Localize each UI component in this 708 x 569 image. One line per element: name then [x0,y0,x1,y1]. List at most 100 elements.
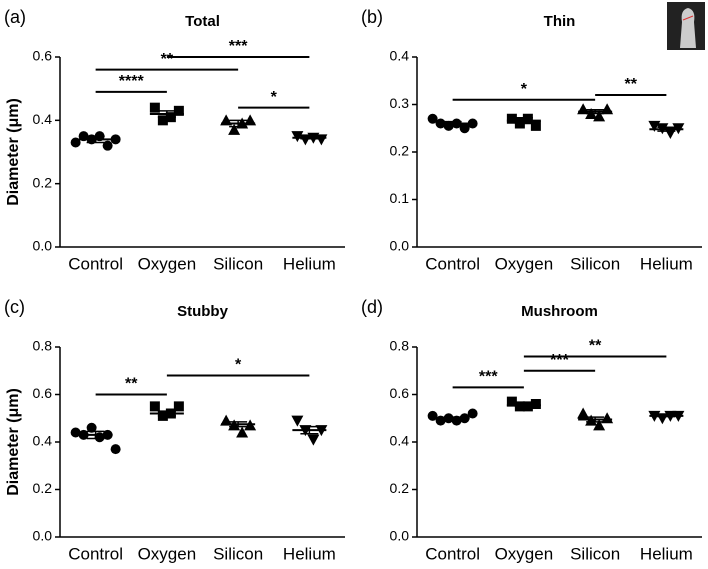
data-point [593,110,606,122]
x-tick-label: Helium [640,254,693,273]
significance-label: * [235,357,242,374]
chart-title: Mushroom [521,303,598,320]
error-bar [157,110,176,118]
data-point [522,113,533,124]
significance-label: ** [125,376,138,393]
data-point [577,407,590,419]
significance-label: *** [479,369,498,386]
x-tick-label: Silicon [213,544,263,563]
x-tick-label: Helium [283,254,336,273]
data-point [315,134,328,146]
error-bar [657,414,676,418]
data-point [110,134,121,145]
data-point [86,422,97,433]
x-tick-label: Control [68,544,123,563]
x-tick-label: Oxygen [138,544,197,563]
data-point [459,123,470,134]
error-bar [586,108,605,115]
error-bar [229,421,248,428]
y-tick-label: 0.4 [390,433,410,449]
y-tick-label: 0.0 [33,238,53,254]
y-tick-label: 0.2 [33,174,53,190]
y-tick-label: 0.0 [390,238,410,254]
panel-label: (a) [4,7,26,27]
x-tick-label: Silicon [570,254,620,273]
data-point [173,401,184,412]
y-tick-label: 0.3 [390,95,410,111]
inset-spine [680,8,696,48]
x-tick-label: Oxygen [495,544,554,563]
error-bar [657,126,676,132]
error-bar [86,135,105,144]
inset-image [667,2,705,50]
x-tick-label: Helium [283,544,336,563]
y-axis-label: Diameter (μm) [5,388,22,496]
significance-label: ** [589,338,602,355]
panel-label: (c) [4,297,25,317]
y-tick-label: 0.0 [33,528,53,544]
data-point [506,396,517,407]
y-tick-label: 0.6 [33,48,53,64]
error-bar [514,403,533,408]
significance-label: * [271,89,278,106]
y-tick-label: 0.8 [390,338,410,354]
data-point [467,408,478,419]
chart-title: Total [185,13,220,30]
data-point [70,137,81,148]
error-bar [229,119,248,128]
x-tick-label: Control [425,544,480,563]
data-point [427,113,438,124]
significance-label: ** [161,51,174,68]
data-point [157,115,168,126]
data-point [236,426,249,438]
error-bar [514,117,533,125]
error-bar [157,410,176,417]
error-bar [443,416,462,421]
x-tick-label: Control [425,254,480,273]
chart-title: Thin [544,13,576,30]
x-tick-label: Silicon [213,254,263,273]
y-tick-label: 0.2 [390,480,410,496]
data-point [467,118,478,129]
panel-label: (b) [361,7,383,27]
y-tick-label: 0.4 [33,111,53,127]
data-point [149,102,160,113]
y-axis-label: Diameter (μm) [5,98,22,206]
y-tick-label: 0.0 [390,528,410,544]
significance-label: **** [119,73,145,90]
data-point [149,401,160,412]
significance-label: * [521,81,528,98]
chart-title: Stubby [177,303,228,320]
y-tick-label: 0.4 [33,433,53,449]
y-tick-label: 0.1 [390,190,410,206]
significance-label: ** [625,76,638,93]
data-point [601,412,614,424]
x-tick-label: Silicon [570,544,620,563]
panel-label: (d) [361,297,383,317]
data-point [228,123,241,135]
data-point [110,444,121,455]
error-bar [586,416,605,423]
error-bar [443,120,462,127]
data-point [220,414,233,426]
data-point [530,399,541,409]
data-point [307,434,320,446]
data-point [427,410,438,421]
significance-label: *** [229,38,248,55]
data-point [173,105,184,116]
y-tick-label: 0.4 [390,48,410,64]
data-point [506,113,517,124]
data-point [291,131,304,143]
error-bar [300,425,319,435]
data-point [593,419,606,431]
y-tick-label: 0.8 [33,338,53,354]
error-bar [86,430,105,440]
data-point [530,120,541,131]
error-bar [300,136,319,140]
x-tick-label: Oxygen [495,254,554,273]
x-tick-label: Oxygen [138,254,197,273]
x-tick-label: Control [68,254,123,273]
inset-marker [682,15,694,21]
y-tick-label: 0.2 [33,480,53,496]
